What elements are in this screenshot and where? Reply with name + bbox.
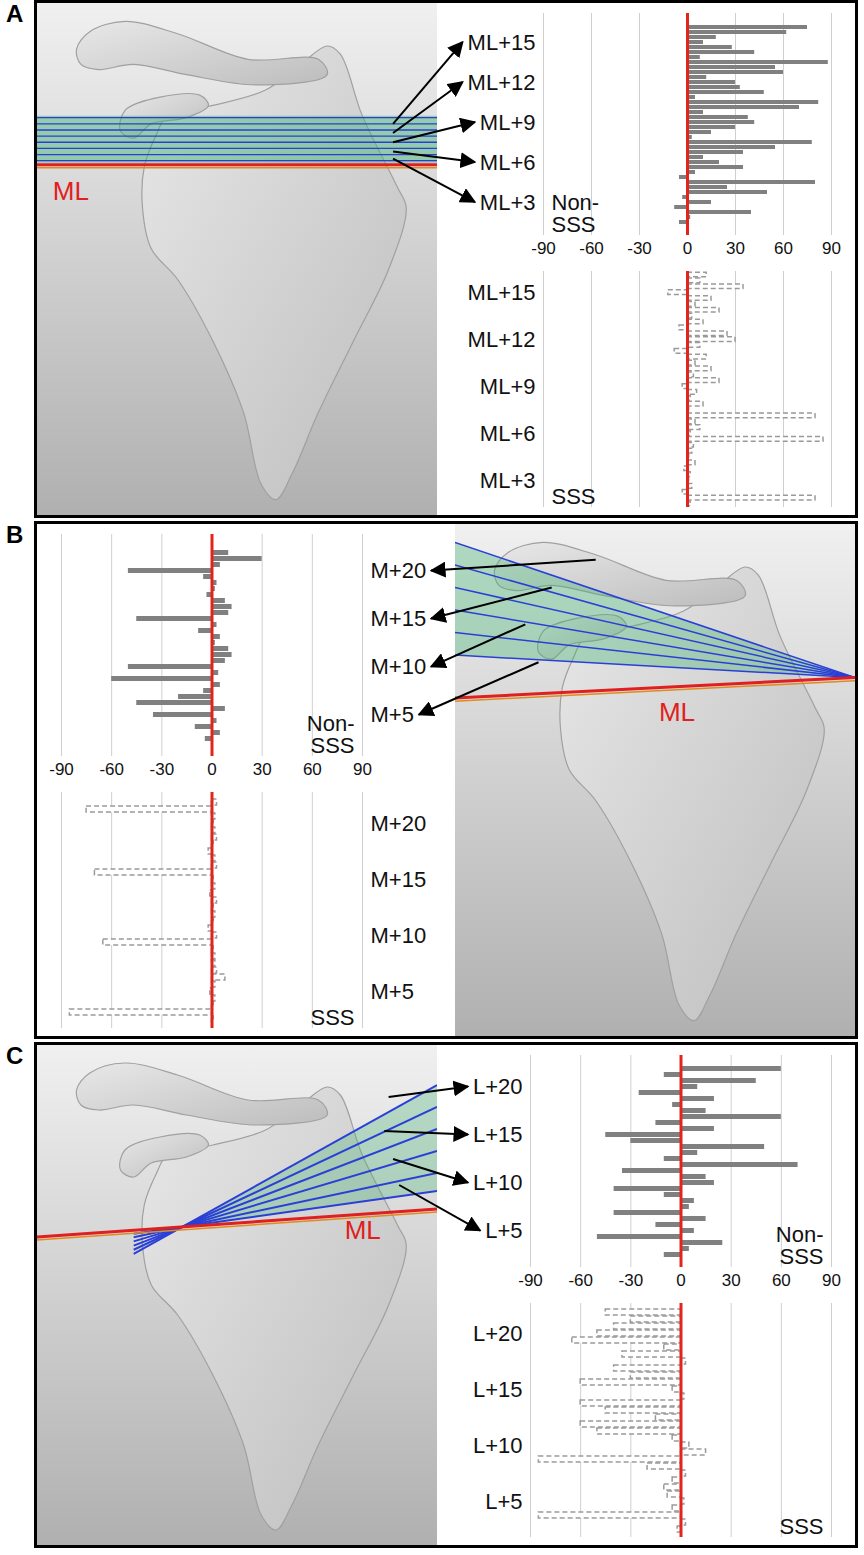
svg-text:M+20: M+20	[371, 558, 427, 583]
svg-text:SSS: SSS	[552, 484, 596, 509]
svg-text:-30: -30	[619, 1271, 644, 1290]
svg-text:M+15: M+15	[371, 867, 427, 892]
svg-text:90: 90	[822, 1271, 841, 1290]
svg-text:L+5: L+5	[485, 1218, 522, 1243]
svg-text:-30: -30	[627, 239, 652, 258]
svg-text:Non-SSS: Non-SSS	[776, 1222, 824, 1269]
html-text:C: C	[6, 1042, 24, 1069]
svg-text:-60: -60	[99, 760, 124, 779]
svg-text:ML+12: ML+12	[468, 327, 536, 352]
svg-text:-60: -60	[579, 239, 604, 258]
svg-text:Non-SSS: Non-SSS	[552, 190, 600, 237]
svg-text:L+20: L+20	[473, 1074, 523, 1099]
svg-text:L+20: L+20	[473, 1321, 523, 1346]
svg-text:M+20: M+20	[371, 811, 427, 836]
svg-text:30: 30	[722, 1271, 741, 1290]
svg-text:M+10: M+10	[371, 654, 427, 679]
svg-text:90: 90	[822, 239, 841, 258]
svg-text:ML: ML	[345, 1215, 381, 1245]
svg-text:ML+15: ML+15	[468, 30, 536, 55]
svg-text:M+15: M+15	[371, 606, 427, 631]
svg-text:-90: -90	[49, 760, 74, 779]
svg-text:90: 90	[353, 760, 372, 779]
svg-text:-90: -90	[531, 239, 556, 258]
html-text:B: B	[6, 521, 24, 548]
svg-text:ML+6: ML+6	[480, 421, 536, 446]
svg-text:ML+12: ML+12	[468, 70, 536, 95]
svg-text:ML+3: ML+3	[480, 190, 536, 215]
svg-text:ML: ML	[659, 697, 695, 727]
svg-text:SSS: SSS	[779, 1514, 823, 1539]
svg-text:M+5: M+5	[371, 979, 414, 1004]
svg-text:-90: -90	[518, 1271, 543, 1290]
svg-text:30: 30	[726, 239, 745, 258]
svg-text:60: 60	[774, 239, 793, 258]
svg-text:ML+3: ML+3	[480, 468, 536, 493]
svg-text:60: 60	[772, 1271, 791, 1290]
svg-text:0: 0	[683, 239, 692, 258]
svg-text:ML: ML	[53, 176, 89, 206]
svg-text:L+5: L+5	[485, 1489, 522, 1514]
svg-text:L+10: L+10	[473, 1170, 523, 1195]
svg-text:ML+6: ML+6	[480, 150, 536, 175]
html-text:A: A	[6, 0, 24, 27]
svg-text:0: 0	[676, 1271, 685, 1290]
svg-text:ML+9: ML+9	[480, 110, 536, 135]
svg-text:L+15: L+15	[473, 1122, 523, 1147]
svg-text:30: 30	[253, 760, 272, 779]
svg-text:ML+9: ML+9	[480, 374, 536, 399]
svg-text:ML+15: ML+15	[468, 280, 536, 305]
svg-text:SSS: SSS	[310, 1005, 354, 1030]
svg-text:60: 60	[303, 760, 322, 779]
svg-text:-60: -60	[568, 1271, 593, 1290]
svg-text:L+15: L+15	[473, 1377, 523, 1402]
svg-text:Non-SSS: Non-SSS	[307, 711, 355, 758]
svg-text:0: 0	[207, 760, 216, 779]
svg-text:-30: -30	[150, 760, 175, 779]
svg-text:M+10: M+10	[371, 923, 427, 948]
svg-text:L+10: L+10	[473, 1433, 523, 1458]
svg-text:M+5: M+5	[371, 702, 414, 727]
